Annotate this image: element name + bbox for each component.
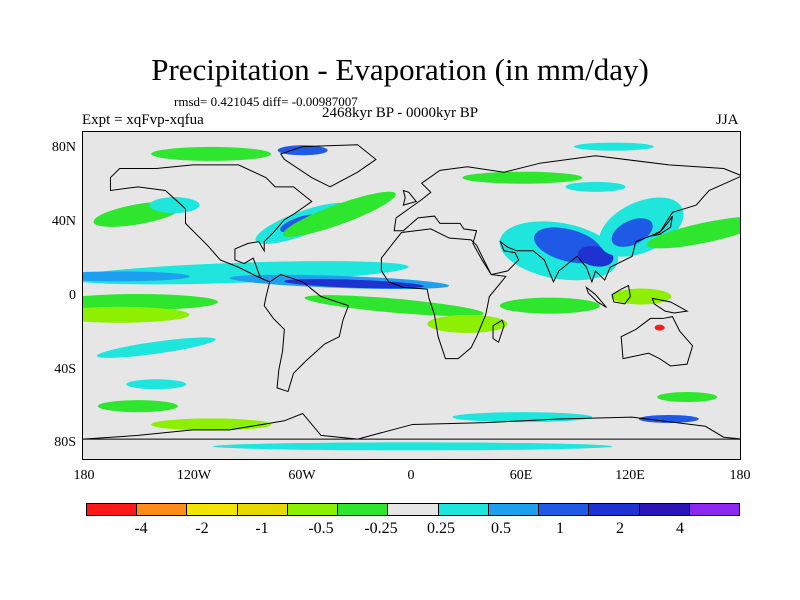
stats-text: rmsd= 0.421045 diff= -0.00987007	[174, 94, 358, 109]
colorbar-label-9: 2	[616, 520, 624, 537]
southern-lime-1	[151, 418, 272, 431]
season-text: JJA	[716, 112, 739, 128]
south-pacific-green	[83, 293, 218, 310]
southern-cyan-1	[452, 412, 593, 423]
antarctic-cyan	[212, 442, 613, 451]
sumatra-coast	[585, 285, 607, 308]
colorbar-label-3: -1	[255, 520, 269, 537]
southern-green-1	[97, 400, 178, 413]
itcz-band-navy	[283, 279, 424, 289]
colorbar-label-4: -0.5	[308, 520, 334, 537]
colorbar-label-7: 0.5	[491, 520, 511, 537]
colorbar-segment-5	[287, 504, 339, 515]
antarctica-coast	[83, 412, 740, 440]
colorbar-label-2: -2	[195, 520, 209, 537]
arctic-green	[151, 146, 272, 161]
x-label-120w: 120W	[176, 468, 212, 483]
africa-lime	[427, 314, 508, 333]
north-pacific-east-cyan	[149, 197, 200, 214]
south-pacific-lime	[83, 306, 190, 323]
x-label-180w: 180	[73, 468, 95, 483]
colorbar-segment-2	[137, 504, 188, 515]
colorbar-segment-13	[689, 504, 740, 515]
colorbar-segment-9	[488, 504, 540, 515]
colorbar-segment-6	[338, 504, 389, 515]
y-label-40s: 40S	[54, 362, 76, 377]
colorbar-segment-4	[237, 504, 288, 515]
borneo-coast	[611, 284, 631, 305]
field-anomalies	[83, 142, 740, 451]
x-label-0: 0	[407, 468, 415, 483]
experiment-text: Expt = xqFvp-xqfua	[82, 112, 204, 128]
colorbar-label-10: 4	[676, 520, 684, 537]
x-label-60e: 60E	[509, 468, 533, 483]
colorbar-label-6: 0.25	[427, 520, 455, 537]
uk-coast	[402, 189, 418, 206]
colorbar-label-8: 1	[556, 520, 564, 537]
y-label-80s: 80S	[54, 435, 76, 450]
monsoon-navy	[577, 245, 614, 267]
itcz-east-pacific-sky	[83, 271, 190, 282]
coastlines	[83, 144, 740, 440]
north-pacific-green	[646, 216, 740, 249]
y-label-80n: 80N	[51, 140, 76, 155]
europe-asia-coast	[393, 155, 740, 284]
indian-ocean-green	[499, 297, 600, 314]
y-label-0: 0	[69, 288, 76, 303]
new-guinea-coast	[651, 297, 689, 314]
colorbar-segment-12	[639, 504, 690, 515]
australia-coast	[620, 316, 694, 367]
colorbar-segment-1	[87, 504, 138, 515]
world-map	[82, 131, 741, 460]
japan-coast	[650, 215, 673, 237]
chart-title: Precipitation - Evaporation (in mm/day)	[151, 52, 649, 87]
south-pacific-cyan	[96, 337, 216, 358]
southern-cyan-2	[126, 379, 187, 390]
siberia-green	[462, 171, 583, 184]
colorbar-segment-10	[539, 504, 590, 515]
x-label-120e: 120E	[615, 468, 645, 483]
colorbar-label-1: -4	[134, 520, 148, 537]
colorbar-segment-3	[187, 504, 238, 515]
map-canvas	[83, 142, 740, 451]
colorbar-segment-7	[388, 504, 439, 515]
colorbar-segment-11	[589, 504, 640, 515]
east-asia-blue	[611, 218, 653, 247]
equatorial-atlantic-green	[304, 295, 484, 317]
southern-green-2	[657, 392, 718, 403]
north-atlantic-green	[282, 191, 396, 237]
south-america-coast	[263, 274, 350, 393]
arctic-east-cyan	[573, 142, 654, 151]
period-text: 2468kyr BP - 0000kyr BP	[322, 105, 479, 121]
maritime-lime	[611, 288, 672, 305]
x-label-60w: 60W	[288, 468, 316, 483]
colorbar	[86, 503, 740, 516]
southern-blue-1	[638, 414, 699, 423]
arctic-blue	[277, 145, 328, 156]
y-label-40n: 40N	[51, 214, 76, 229]
africa-coast	[380, 228, 507, 360]
greenland-coast	[279, 144, 377, 188]
madagascar-coast	[492, 319, 505, 343]
colorbar-segment-8	[438, 504, 489, 515]
north-america-coast	[109, 164, 313, 283]
colorbar-label-5: -0.25	[364, 520, 398, 537]
siberia-cyan	[565, 181, 626, 192]
x-label-180e: 180	[729, 468, 751, 483]
maritime-red	[654, 324, 665, 331]
